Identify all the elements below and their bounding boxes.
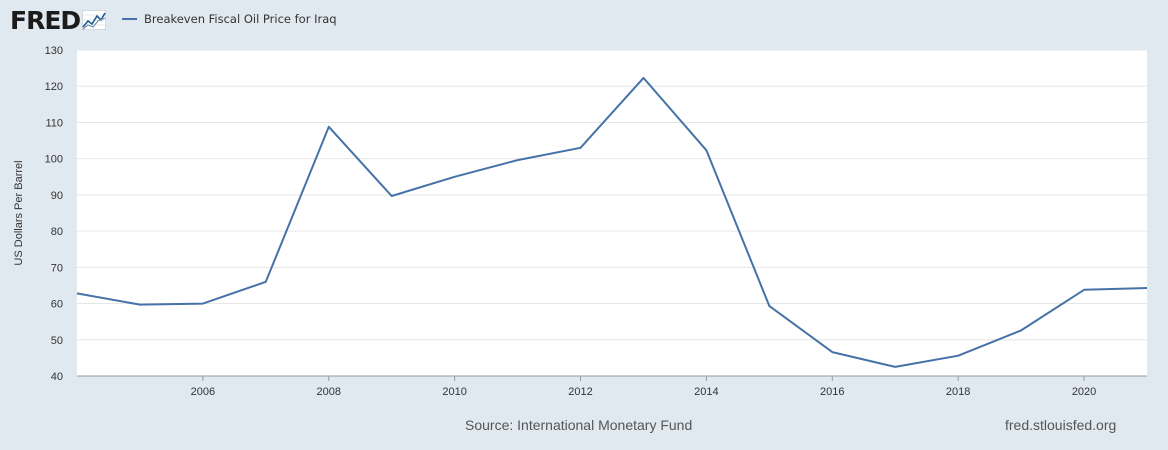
legend-swatch [122, 18, 137, 20]
y-tick-label: 70 [51, 262, 63, 274]
y-tick-label: 50 [51, 335, 63, 347]
x-tick-label: 2016 [820, 386, 844, 398]
header: FRED Breakeven Fiscal Oil Price for Iraq [0, 0, 1168, 40]
data-point [1146, 287, 1148, 289]
series-line [76, 76, 1148, 368]
x-tick-label: 2008 [317, 386, 341, 398]
logo-text: FRED [10, 5, 81, 35]
data-point [76, 292, 78, 294]
y-tick-label: 130 [45, 45, 63, 57]
x-tick-label: 2010 [442, 386, 466, 398]
y-tick-label: 40 [51, 371, 63, 383]
data-point [265, 281, 267, 283]
fred-graph-icon [82, 10, 107, 30]
x-tick-label: 2012 [568, 386, 592, 398]
data-point [957, 355, 959, 357]
data-point [580, 147, 582, 149]
data-point [831, 351, 833, 353]
fred-url-link[interactable]: fred.stlouisfed.org [1005, 417, 1117, 433]
data-point [139, 304, 141, 306]
legend-label: Breakeven Fiscal Oil Price for Iraq [144, 12, 337, 26]
data-point [1020, 329, 1022, 331]
data-point [328, 126, 330, 128]
x-tick-label: 2014 [694, 386, 718, 398]
plot-area [77, 50, 1147, 376]
x-tick-label: 2018 [946, 386, 970, 398]
data-point [517, 159, 519, 161]
data-point [1083, 289, 1085, 291]
data-point [202, 303, 204, 305]
fred-logo[interactable]: FRED [10, 5, 107, 35]
y-tick-label: 90 [51, 190, 63, 202]
x-tick-label: 2020 [1072, 386, 1096, 398]
y-tick-label: 120 [45, 81, 63, 93]
data-point [705, 149, 707, 151]
data-point [642, 77, 644, 79]
data-point [454, 176, 456, 178]
data-point [894, 366, 896, 368]
legend[interactable]: Breakeven Fiscal Oil Price for Iraq [122, 12, 337, 26]
y-tick-label: 80 [51, 226, 63, 238]
x-tick-label: 2006 [191, 386, 215, 398]
y-tick-label: 60 [51, 299, 63, 311]
data-point [768, 305, 770, 307]
data-point [391, 195, 393, 197]
source-text: Source: International Monetary Fund [465, 417, 693, 433]
y-tick-label: 100 [45, 154, 63, 166]
y-tick-label: 110 [45, 117, 63, 129]
y-axis-label: US Dollars Per Barrel [13, 160, 25, 265]
